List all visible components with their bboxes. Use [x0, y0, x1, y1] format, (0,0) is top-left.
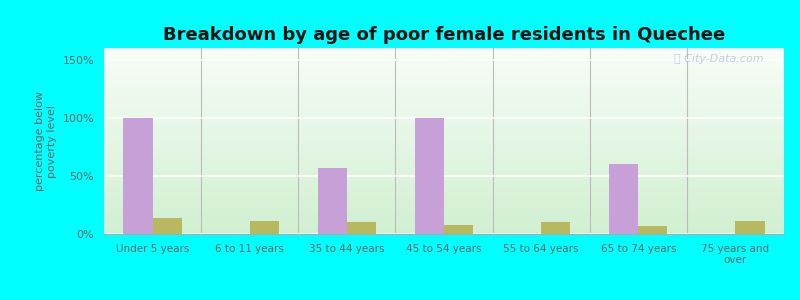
Bar [541, 222, 570, 234]
Bar [250, 221, 279, 234]
Bar [415, 118, 444, 234]
Y-axis label: percentage below
poverty level: percentage below poverty level [35, 91, 57, 191]
Bar [609, 164, 638, 234]
Bar [444, 225, 473, 234]
Bar [347, 222, 376, 234]
Bar [735, 221, 765, 234]
Bar [638, 226, 667, 234]
Title: Breakdown by age of poor female residents in Quechee: Breakdown by age of poor female resident… [163, 26, 725, 44]
Bar [123, 118, 153, 234]
Bar [153, 218, 182, 234]
Bar [318, 168, 347, 234]
Text: ⓘ City-Data.com: ⓘ City-Data.com [674, 54, 763, 64]
